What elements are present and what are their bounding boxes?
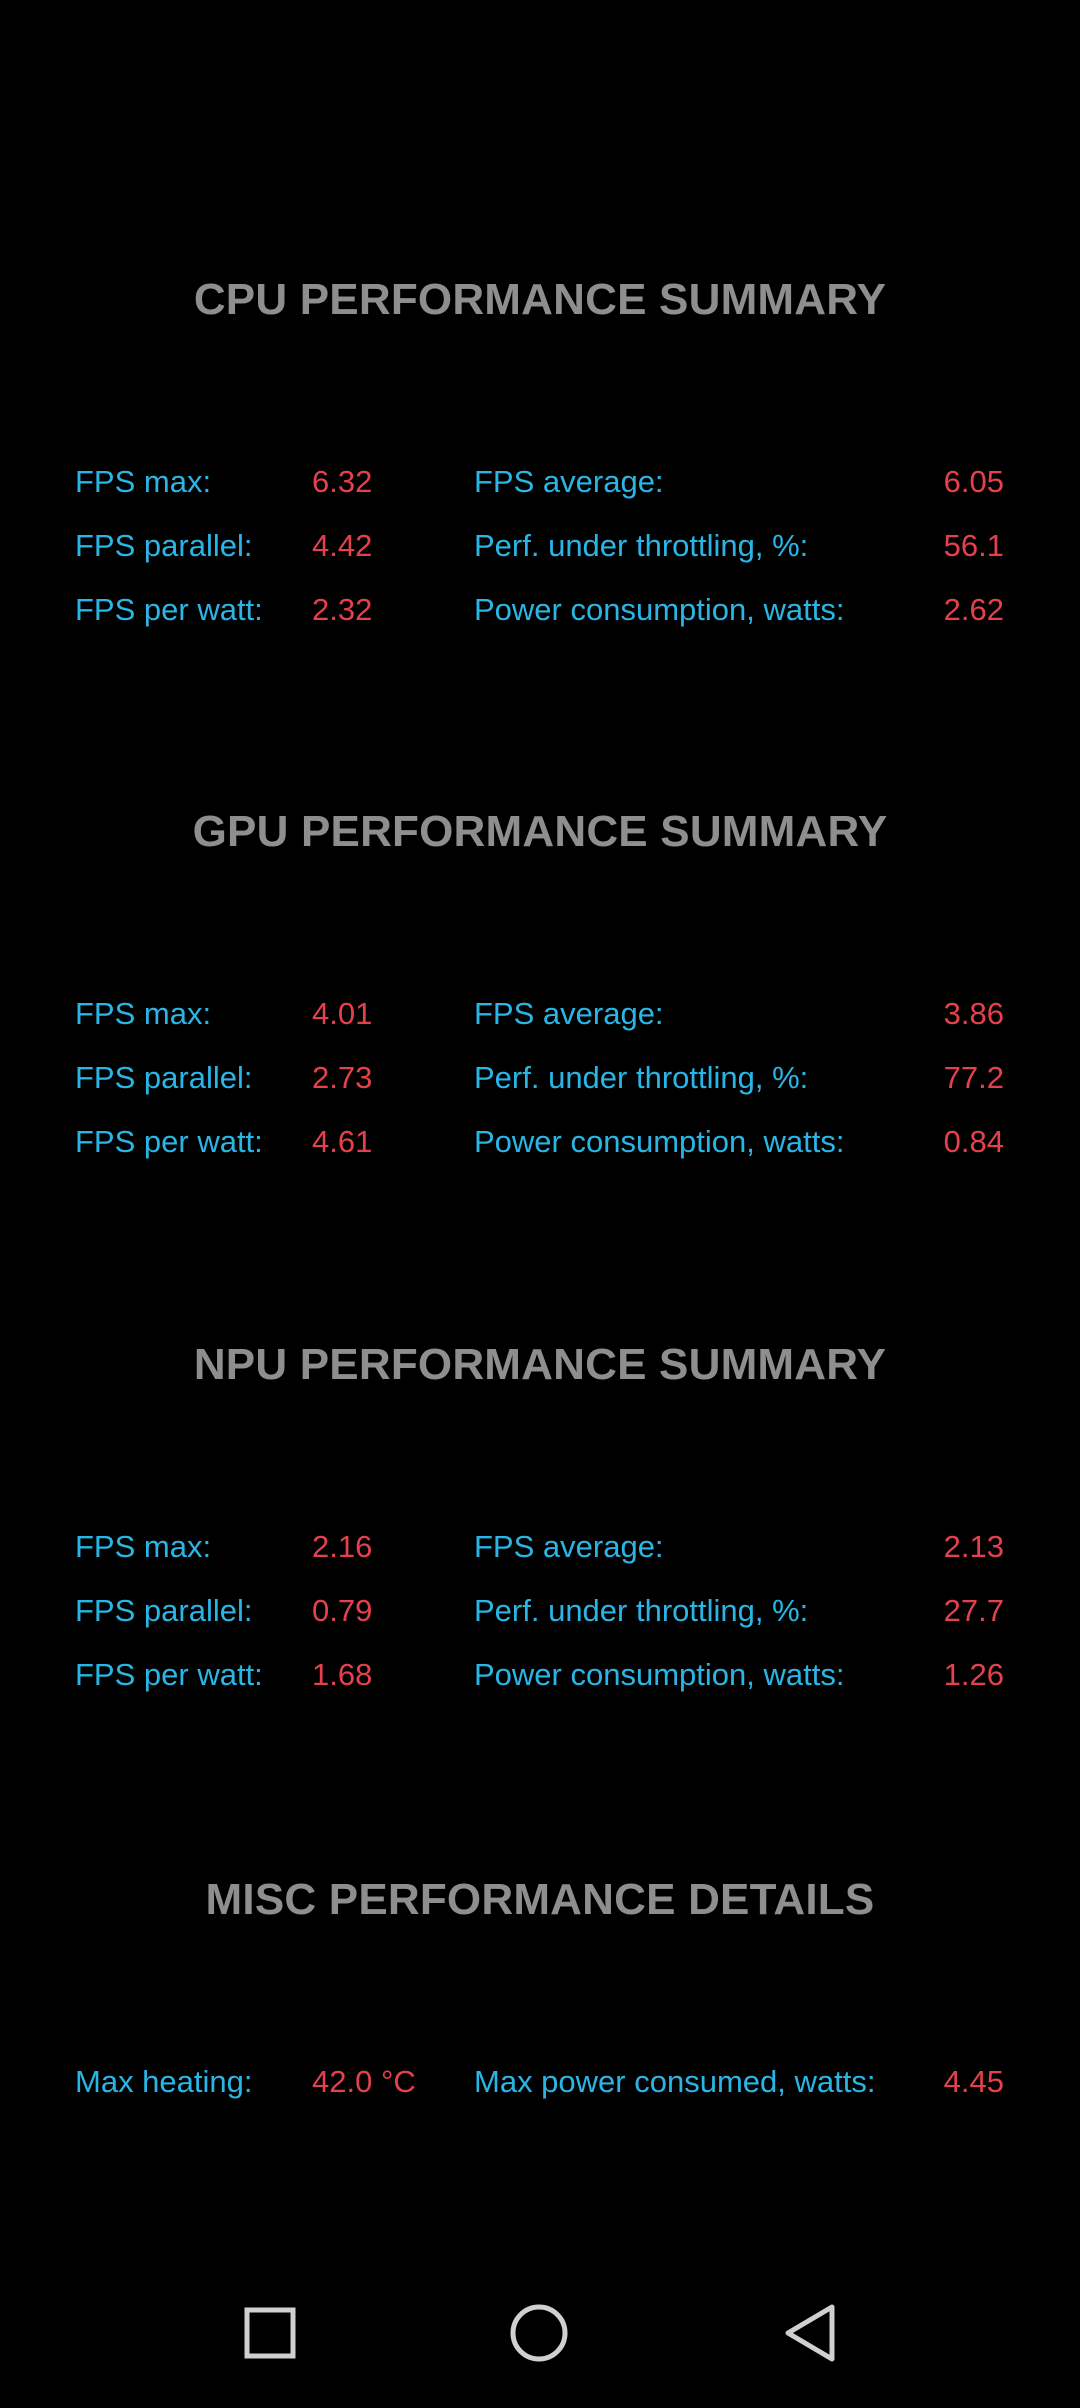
stat-value: 0.79 (312, 1593, 373, 1628)
stat-value: 3.86 (943, 996, 1004, 1031)
stat-label: FPS parallel: (75, 1593, 253, 1628)
stats-row: FPS parallel: 2.73 Perf. under throttlin… (0, 1046, 1080, 1110)
stats-row: Max heating: 42.0 °C Max power consumed,… (0, 2050, 1080, 2114)
stats-row: FPS per watt: 4.61 Power consumption, wa… (0, 1110, 1080, 1174)
stat-value: 2.16 (312, 1529, 373, 1564)
gpu-stats: FPS max: 4.01 FPS average: 3.86 FPS para… (0, 982, 1080, 1174)
home-button[interactable] (494, 2288, 584, 2378)
cpu-stats: FPS max: 6.32 FPS average: 6.05 FPS para… (0, 450, 1080, 642)
stat-value: 0.84 (943, 1124, 1004, 1159)
stats-row: FPS per watt: 2.32 Power consumption, wa… (0, 578, 1080, 642)
stat-value: 1.26 (943, 1657, 1004, 1692)
stat-label: FPS average: (474, 996, 664, 1031)
stat-label: Max heating: (75, 2064, 253, 2099)
stat-label: FPS per watt: (75, 1124, 263, 1159)
gpu-section-title: GPU PERFORMANCE SUMMARY (192, 807, 888, 856)
stat-label: Perf. under throttling, %: (474, 1060, 809, 1095)
stat-label: FPS average: (474, 1529, 664, 1564)
stat-label: Power consumption, watts: (474, 1657, 845, 1692)
stat-label: FPS per watt: (75, 1657, 263, 1692)
stat-label: FPS per watt: (75, 592, 263, 627)
stat-label: FPS max: (75, 1529, 212, 1564)
stat-label: FPS parallel: (75, 528, 253, 563)
stat-label: Max power consumed, watts: (474, 2064, 876, 2099)
npu-section-title: NPU PERFORMANCE SUMMARY (193, 1340, 887, 1389)
stat-value: 1.68 (312, 1657, 373, 1692)
back-button[interactable] (765, 2288, 855, 2378)
back-triangle-icon (785, 2304, 835, 2362)
stat-value: 27.7 (943, 1593, 1004, 1628)
misc-section-title: MISC PERFORMANCE DETAILS (205, 1875, 875, 1924)
recent-apps-button[interactable] (225, 2288, 315, 2378)
stats-row: FPS per watt: 1.68 Power consumption, wa… (0, 1643, 1080, 1707)
stat-label: Perf. under throttling, %: (474, 528, 809, 563)
stat-value: 4.45 (943, 2064, 1004, 2099)
stats-row: FPS max: 2.16 FPS average: 2.13 (0, 1515, 1080, 1579)
stat-label: FPS parallel: (75, 1060, 253, 1095)
cpu-section-title: CPU PERFORMANCE SUMMARY (193, 275, 887, 324)
stat-label: FPS max: (75, 464, 212, 499)
stat-label: Perf. under throttling, %: (474, 1593, 809, 1628)
system-navigation-bar (0, 2258, 1080, 2408)
stat-value: 56.1 (943, 528, 1004, 563)
stats-row: FPS max: 4.01 FPS average: 3.86 (0, 982, 1080, 1046)
home-circle-icon (510, 2304, 568, 2362)
stat-value: 6.05 (943, 464, 1004, 499)
stat-value: 2.32 (312, 592, 373, 627)
misc-stats: Max heating: 42.0 °C Max power consumed,… (0, 2050, 1080, 2114)
stat-value: 77.2 (943, 1060, 1004, 1095)
stats-row: FPS parallel: 4.42 Perf. under throttlin… (0, 514, 1080, 578)
stat-label: Power consumption, watts: (474, 1124, 845, 1159)
stat-value: 42.0 °C (312, 2064, 416, 2099)
stat-value: 2.62 (943, 592, 1004, 627)
stats-row: FPS parallel: 0.79 Perf. under throttlin… (0, 1579, 1080, 1643)
stat-label: Power consumption, watts: (474, 592, 845, 627)
stat-label: FPS max: (75, 996, 212, 1031)
stat-value: 4.42 (312, 528, 373, 563)
stat-value: 6.32 (312, 464, 373, 499)
stat-value: 4.61 (312, 1124, 373, 1159)
stat-value: 2.13 (943, 1529, 1004, 1564)
stat-value: 2.73 (312, 1060, 373, 1095)
recent-apps-square-icon (244, 2307, 296, 2359)
npu-stats: FPS max: 2.16 FPS average: 2.13 FPS para… (0, 1515, 1080, 1707)
stat-label: FPS average: (474, 464, 664, 499)
stats-row: FPS max: 6.32 FPS average: 6.05 (0, 450, 1080, 514)
stat-value: 4.01 (312, 996, 373, 1031)
